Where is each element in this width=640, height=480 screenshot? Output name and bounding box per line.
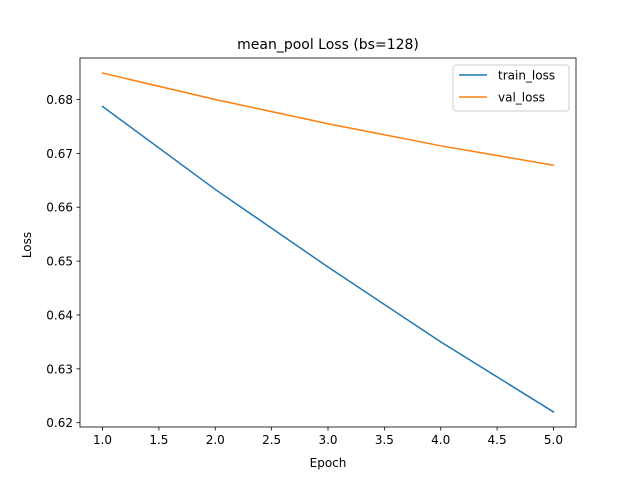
plot-area: 1.0 1.5 2.0 2.5 3.0 3.5 4.0 4.5 5.0 0.62 0.63 0.64 0… — [46, 57, 577, 447]
legend-label-val_loss: val_loss — [498, 91, 545, 105]
legend-label-train_loss: train_loss — [498, 69, 555, 83]
series-line-train_loss — [101, 105, 555, 413]
y-tick-label: 0.68 — [46, 93, 73, 107]
x-tick-label: 2.0 — [206, 433, 225, 447]
series-line-val_loss — [101, 72, 555, 167]
chart-title: mean_pool Loss (bs=128) — [237, 37, 419, 53]
x-tick-label: 3.5 — [375, 433, 394, 447]
x-tick-label: 1.5 — [149, 433, 168, 447]
legend: train_loss val_loss — [452, 64, 570, 112]
y-tick-label: 0.66 — [46, 201, 73, 215]
y-tick-label: 0.65 — [46, 255, 73, 269]
x-tick-label: 4.0 — [431, 433, 450, 447]
y-axis-label: Loss — [20, 232, 34, 258]
x-tick-label: 4.5 — [488, 433, 507, 447]
y-tick-label: 0.62 — [46, 416, 73, 430]
x-tick-label: 1.0 — [93, 433, 112, 447]
x-tick-label: 5.0 — [544, 433, 563, 447]
x-tick-label: 3.0 — [318, 433, 337, 447]
x-tick-label: 2.5 — [262, 433, 281, 447]
y-tick-label: 0.67 — [46, 147, 73, 161]
y-tick-label: 0.64 — [46, 308, 73, 322]
legend-box — [452, 64, 570, 112]
x-axis-label: Epoch — [310, 456, 347, 470]
y-tick-label: 0.63 — [46, 362, 73, 376]
